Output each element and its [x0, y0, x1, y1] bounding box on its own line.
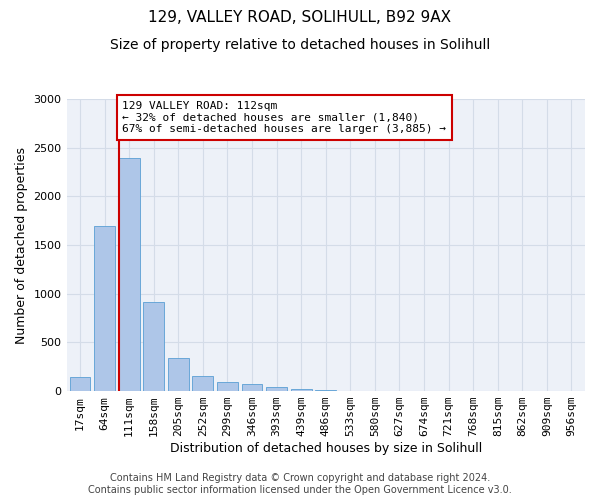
Bar [143, 302, 164, 391]
Bar [217, 382, 238, 391]
Y-axis label: Number of detached properties: Number of detached properties [15, 146, 28, 344]
Bar [242, 384, 262, 391]
Bar [119, 158, 140, 391]
Text: Contains HM Land Registry data © Crown copyright and database right 2024.
Contai: Contains HM Land Registry data © Crown c… [88, 474, 512, 495]
Bar [193, 376, 214, 391]
Bar [291, 388, 311, 391]
Bar [70, 378, 91, 391]
Bar [266, 386, 287, 391]
Text: Size of property relative to detached houses in Solihull: Size of property relative to detached ho… [110, 38, 490, 52]
Text: 129, VALLEY ROAD, SOLIHULL, B92 9AX: 129, VALLEY ROAD, SOLIHULL, B92 9AX [148, 10, 452, 25]
Bar [168, 358, 189, 391]
X-axis label: Distribution of detached houses by size in Solihull: Distribution of detached houses by size … [170, 442, 482, 455]
Text: 129 VALLEY ROAD: 112sqm
← 32% of detached houses are smaller (1,840)
67% of semi: 129 VALLEY ROAD: 112sqm ← 32% of detache… [122, 101, 446, 134]
Bar [94, 226, 115, 391]
Bar [316, 390, 336, 391]
